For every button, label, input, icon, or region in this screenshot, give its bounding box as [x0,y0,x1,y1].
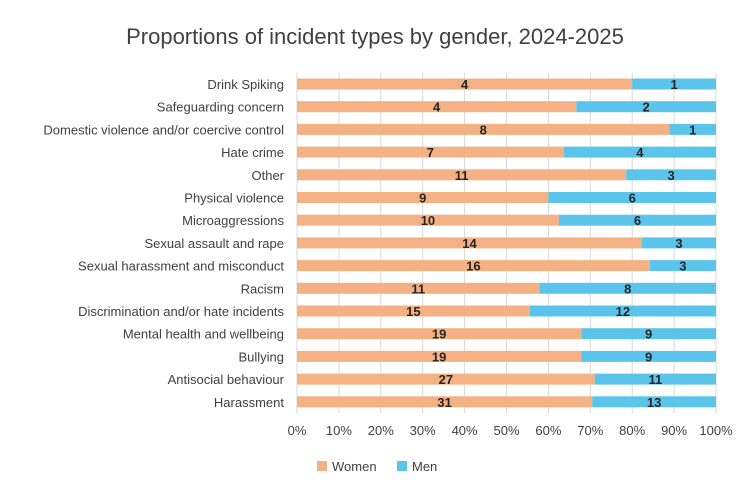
legend-label-men: Men [412,459,437,474]
bar-women [297,78,633,90]
category-label: Sexual assault and rape [145,236,284,251]
bar-women [297,350,582,362]
bar-women [297,373,595,385]
bar-men [558,214,716,226]
bar-men [594,373,716,385]
data-label-women: 11 [455,168,469,183]
category-label: Microaggressions [182,213,284,228]
data-label-women: 4 [461,77,469,92]
data-label-women: 31 [437,395,451,410]
data-label-men: 11 [648,372,662,387]
x-tick-label: 30% [410,423,436,438]
category-label: Domestic violence and/or coercive contro… [43,122,284,137]
bar-women [297,214,559,226]
data-label-women: 27 [439,372,453,387]
bar-men [592,396,716,408]
data-label-men: 6 [634,213,641,228]
data-label-men: 3 [667,168,674,183]
bar-women [297,305,530,317]
chart-title: Proportions of incident types by gender,… [126,24,624,49]
category-label: Bullying [238,349,284,364]
data-label-women: 9 [419,191,426,206]
bar-women [297,282,540,294]
data-label-women: 19 [432,327,446,342]
bar-men [642,237,716,249]
bar-women [297,260,650,272]
bar-men [632,78,716,90]
legend-swatch-women [317,461,327,471]
bar-men [539,282,716,294]
x-tick-label: 40% [452,423,478,438]
x-tick-label: 100% [699,423,733,438]
data-label-women: 19 [432,349,446,364]
data-label-men: 2 [643,100,650,115]
category-label: Drink Spiking [207,77,284,92]
data-label-women: 16 [466,259,480,274]
data-label-women: 4 [433,100,441,115]
bar-men [669,123,716,135]
data-label-women: 15 [406,304,420,319]
data-label-men: 1 [689,122,696,137]
bar-men [626,169,716,181]
legend-swatch-men [397,461,407,471]
category-label: Other [251,168,284,183]
category-label: Harassment [214,395,284,410]
bar-men [563,146,716,158]
bar-women [297,123,670,135]
bar-men [581,350,716,362]
data-label-men: 13 [647,395,661,410]
data-label-men: 9 [645,327,652,342]
bar-women [297,192,549,203]
data-label-men: 6 [629,191,636,206]
bar-women [297,146,564,158]
category-label: Safeguarding concern [157,100,284,115]
category-label: Hate crime [221,145,284,160]
x-tick-label: 90% [661,423,687,438]
bar-women [297,396,593,408]
data-label-women: 8 [480,122,487,137]
category-label: Physical violence [184,191,284,206]
data-label-men: 9 [645,349,652,364]
data-label-men: 3 [675,236,682,251]
category-label: Sexual harassment and misconduct [78,259,284,274]
bar-men [548,192,716,203]
x-tick-label: 10% [326,423,352,438]
bar-women [297,328,582,340]
bar-men [649,260,716,272]
category-label: Mental health and wellbeing [123,327,284,342]
data-label-men: 3 [679,259,686,274]
data-label-men: 1 [670,77,677,92]
data-label-women: 11 [411,281,425,296]
x-tick-label: 50% [493,423,519,438]
x-tick-label: 80% [619,423,645,438]
data-label-men: 8 [624,281,631,296]
bar-men [581,328,716,340]
x-tick-label: 60% [535,423,561,438]
bar-women [297,237,643,249]
data-label-men: 4 [636,145,644,160]
data-label-women: 14 [462,236,477,251]
bar-women [297,169,627,181]
category-label: Antisocial behaviour [168,372,285,387]
legend-label-women: Women [332,459,377,474]
x-tick-label: 70% [577,423,603,438]
x-tick-label: 0% [288,423,307,438]
category-label: Racism [241,281,284,296]
data-label-women: 10 [421,213,435,228]
bar-men [576,101,716,113]
data-label-men: 12 [616,304,630,319]
bar-men [529,305,716,317]
data-label-women: 7 [427,145,434,160]
x-tick-label: 20% [368,423,394,438]
bar-women [297,101,577,113]
category-label: Discrimination and/or hate incidents [78,304,284,319]
